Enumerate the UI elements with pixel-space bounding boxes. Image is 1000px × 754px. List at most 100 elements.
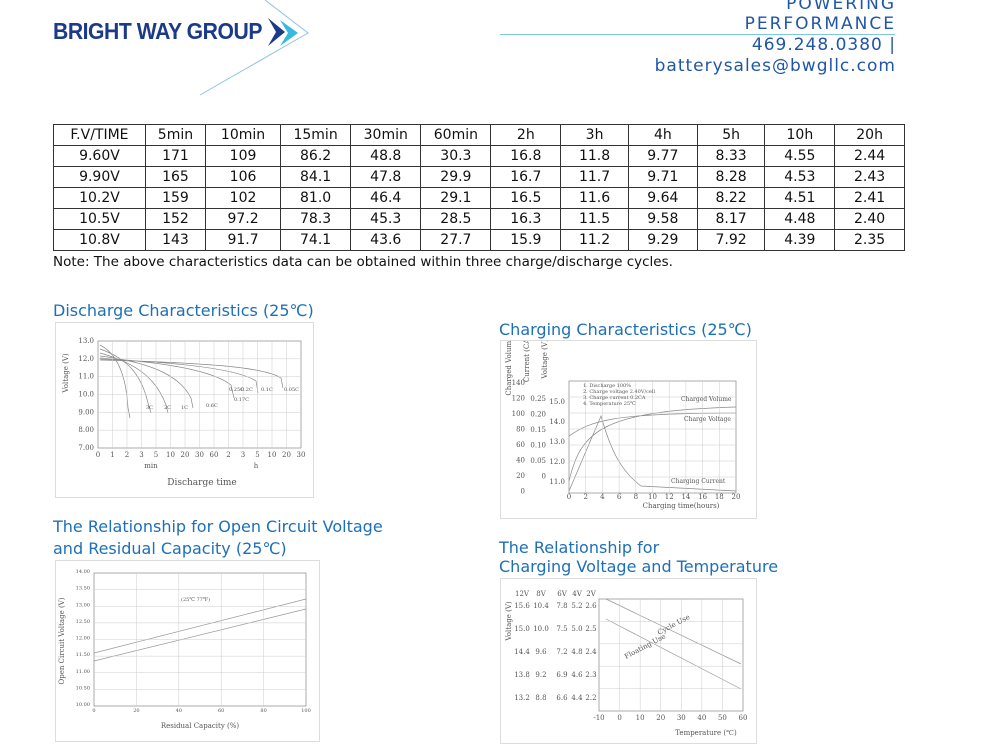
x-tick-label: -10: [593, 714, 604, 722]
table-cell: 4.39: [764, 229, 836, 251]
table-cell: 10.5V: [53, 208, 146, 230]
table-cell: 16.5: [490, 187, 562, 209]
x-tick-label: 40: [176, 708, 182, 714]
voltage-label: 10.4: [533, 602, 549, 610]
y-tick-label: 8.00: [78, 426, 94, 434]
x-tick-label: 6: [617, 493, 622, 501]
x-tick-label: 2: [226, 451, 230, 459]
figure-title: Charging Voltage and Temperature: [499, 557, 779, 576]
table-cell: 11.5: [560, 208, 629, 230]
x-tick-label: 2: [125, 451, 129, 459]
table-cell: 3h: [560, 124, 629, 146]
x-tick-label: 12: [665, 493, 674, 501]
table-cell: 152: [144, 208, 207, 230]
voltage-label: 14.4: [514, 648, 530, 656]
header-rule: [500, 34, 895, 35]
figure-title: Discharge Characteristics (25℃): [53, 301, 314, 320]
table-cell: 4.51: [764, 187, 836, 209]
x-tick-label: 60: [218, 708, 224, 714]
y-tick-label: 11.0: [78, 373, 94, 381]
table-cell: 2.44: [834, 145, 905, 167]
y-tick-label: 12.50: [76, 619, 90, 625]
table-cell: 8.33: [696, 145, 766, 167]
voltage-label: 9.2: [535, 671, 546, 679]
y-tick-label: 10.50: [76, 685, 90, 691]
table-cell: 16.7: [490, 166, 562, 188]
table-cell: 9.90V: [53, 166, 146, 188]
x-axis-label: Charging time(hours): [643, 502, 720, 510]
legend-item: 2. Charge voltage 2.40V/cell: [583, 389, 655, 395]
tick-label: 11.0: [549, 478, 565, 486]
x-tick-label: 60: [739, 714, 748, 722]
table-cell: 30.3: [420, 145, 492, 167]
y-tick-label: 13.0: [78, 337, 94, 345]
y-tick-label: 10.00: [76, 702, 90, 708]
x-tick-label: 20: [133, 708, 139, 714]
x-axis-label: Discharge time: [167, 478, 237, 488]
x-tick-label: 20: [181, 451, 190, 459]
table-row: 10.5V 152 97.2 78.3 45.3 28.5 16.3 11.5 9.58 8.17…: [53, 208, 905, 230]
table-cell: 10.8V: [53, 229, 146, 251]
voltage-label: 2.6: [585, 602, 597, 610]
table-cell: 97.2: [205, 208, 282, 230]
table-cell: 2.41: [834, 187, 905, 209]
x-tick-label: 30: [195, 451, 204, 459]
table-cell: 2h: [490, 124, 562, 146]
curve-label: 0.1C: [261, 387, 273, 393]
table-cell: 106: [205, 166, 282, 188]
x-tick-label: 20: [732, 493, 741, 501]
table-cell: 9.77: [627, 145, 698, 167]
column-label: 4V: [572, 590, 582, 598]
voltage-label: 13.8: [514, 671, 530, 679]
x-unit: min: [144, 462, 158, 470]
table-cell: 30min: [350, 124, 422, 146]
table-row: 10.2V 159 102 81.0 46.4 29.1 16.5 11.6 9.64 8.22 4…: [53, 187, 905, 209]
curve-label: Charged Volume: [681, 396, 732, 403]
table-row: 9.90V 165 106 84.1 47.8 29.9 16.7 11.7 9.71 8.28 4…: [53, 166, 905, 188]
data-table: F.V/TIME 5min 10min 15min 30min 60min 2h 3h 4h 5h…: [53, 124, 905, 251]
table-cell: 15min: [280, 124, 352, 146]
x-axis-label: Temperature (℃): [675, 729, 737, 737]
y-tick-label: 12.0: [78, 355, 94, 363]
table-row: F.V/TIME 5min 10min 15min 30min 60min 2h 3h 4h 5h…: [53, 124, 905, 146]
table-cell: 2.43: [834, 166, 905, 188]
y-axis-label: Voltage (V): [62, 353, 70, 393]
figure-title: The Relationship for Open Circuit Voltag…: [53, 517, 383, 536]
table-cell: 11.7: [560, 166, 629, 188]
voltage-label: 5.2: [571, 602, 582, 610]
tick-label: 0.25: [530, 395, 546, 403]
table-cell: 165: [144, 166, 207, 188]
curve-label: 0.05C: [284, 387, 299, 393]
table-cell: 11.8: [560, 145, 629, 167]
ocv-figure: Open Circuit Voltage (V) 14.00 13.50 13.00 1…: [55, 560, 320, 742]
tick-label: 80: [516, 426, 525, 434]
tick-label: 0: [521, 488, 525, 496]
curve-label: Floating Use: [623, 632, 667, 660]
tagline: PERFORMANCE: [744, 14, 896, 34]
figure-title: The Relationship for: [499, 538, 660, 557]
x-tick-label: 4: [600, 493, 605, 501]
voltage-label: 10.0: [533, 625, 549, 633]
table-row: 9.60V 171 109 86.2 48.8 30.3 16.8 11.8 9.77 8.33 4…: [53, 145, 905, 167]
voltage-label: 8.8: [535, 694, 546, 702]
table-cell: 5h: [696, 124, 766, 146]
table-cell: 2.35: [834, 229, 905, 251]
table-cell: 48.8: [350, 145, 422, 167]
table-cell: 28.5: [420, 208, 492, 230]
table-cell: 4.55: [764, 145, 836, 167]
x-tick-label: 5: [154, 451, 158, 459]
x-tick-label: 10: [268, 451, 277, 459]
x-tick-label: 30: [297, 451, 306, 459]
table-cell: 10.2V: [53, 187, 146, 209]
table-cell: 143: [144, 229, 207, 251]
curve-label: 1C: [181, 405, 188, 411]
voltage-label: 4.4: [571, 694, 583, 702]
x-tick-label: 10: [166, 451, 175, 459]
table-cell: 45.3: [350, 208, 422, 230]
table-cell: 86.2: [280, 145, 352, 167]
x-tick-label: 60: [210, 451, 219, 459]
table-cell: F.V/TIME: [53, 124, 146, 146]
figure-note: (25℃ 77℉): [181, 596, 210, 603]
temperature-figure: Voltage (V)12V 8V 6V 4V 2V 15.6 10.4 7.8 5.2 2.6 1…: [500, 578, 757, 744]
